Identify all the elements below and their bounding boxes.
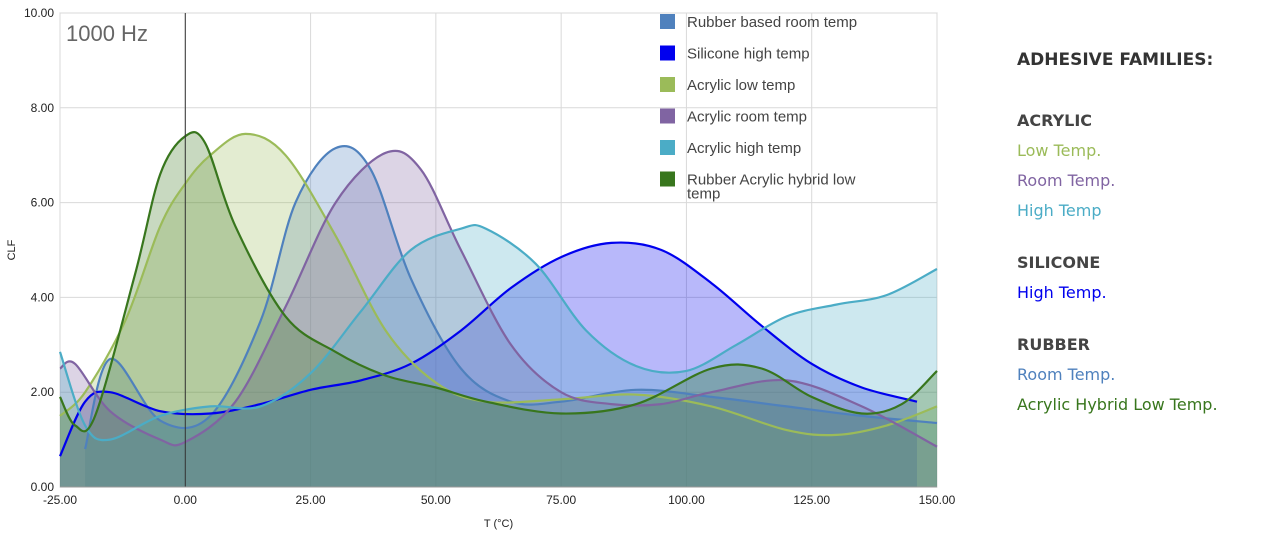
chart-legend: Rubber based room temp Silicone high temp… — [660, 14, 857, 203]
x-tick-label: 0.00 — [174, 493, 198, 507]
series-line-acrylic-high-temp — [58, 224, 938, 442]
chart-tick-labels: -25.00 0.00 25.00 50.00 75.00 100.00 125.00 150… — [24, 6, 956, 507]
y-tick-label: 4.00 — [31, 290, 55, 304]
legend-swatch — [660, 77, 675, 92]
series-area-rubber-based-room-temp — [85, 146, 938, 487]
family-item: High Temp. — [1017, 283, 1107, 302]
x-tick-label: 25.00 — [296, 493, 326, 507]
series-line-silicone-high-temp — [59, 241, 918, 457]
legend-swatch — [660, 45, 675, 61]
chart-axes — [60, 13, 937, 488]
legend-swatch — [660, 140, 675, 155]
legend-label: Acrylic room temp — [687, 109, 807, 126]
x-tick-label: 75.00 — [546, 493, 576, 507]
family-item: Low Temp. — [1017, 141, 1102, 160]
family-item: Acrylic Hybrid Low Temp. — [1017, 395, 1218, 414]
legend-swatch — [660, 108, 675, 124]
series-line-acrylic-low-temp — [59, 132, 938, 437]
legend-label: Silicone high temp — [687, 46, 810, 63]
clf-chart: -25.00 0.00 25.00 50.00 75.00 100.00 125.00 150… — [6, 6, 956, 530]
series-line-acrylic-room-temp — [59, 149, 938, 448]
legend-label: Acrylic high temp — [687, 140, 801, 157]
series-area-acrylic-high-temp — [60, 225, 937, 487]
series-line-rubber-based-room-temp — [84, 144, 938, 450]
series-area-acrylic-room-temp — [60, 150, 937, 487]
y-tick-label: 8.00 — [31, 101, 55, 115]
x-tick-label: 100.00 — [668, 493, 705, 507]
x-tick-label: 150.00 — [919, 493, 956, 507]
family-title: ACRYLIC — [1017, 111, 1093, 130]
y-tick-label: 0.00 — [31, 480, 55, 494]
series-area-silicone-high-temp — [60, 242, 917, 487]
x-tick-label: 50.00 — [421, 493, 451, 507]
legend-swatch — [660, 14, 675, 29]
family-item: Room Temp. — [1017, 171, 1116, 190]
family-item: High Temp — [1017, 201, 1102, 220]
x-tick-label: -25.00 — [43, 493, 77, 507]
y-tick-label: 6.00 — [31, 196, 55, 210]
legend-label: Acrylic low temp — [687, 77, 795, 94]
x-tick-label: 125.00 — [793, 493, 830, 507]
legend-swatch — [660, 171, 675, 187]
legend-label: Rubber based room temp — [687, 14, 857, 31]
x-axis-title: T (°C) — [484, 518, 513, 530]
y-tick-label: 2.00 — [31, 385, 55, 399]
family-group-rubber: RUBBER Room Temp. Acrylic Hybrid Low Tem… — [1017, 330, 1267, 420]
panel-heading: ADHESIVE FAMILIES: — [1017, 50, 1214, 70]
chart-lines — [58, 131, 938, 457]
y-tick-label: 10.00 — [24, 6, 54, 20]
adhesive-families-panel: ADHESIVE FAMILIES: ACRYLIC Low Temp. Roo… — [1017, 50, 1267, 442]
frequency-annotation: 1000 Hz — [66, 21, 148, 46]
family-item: Room Temp. — [1017, 365, 1116, 384]
legend-label: Rubber Acrylic hybrid low temp — [687, 172, 856, 203]
family-title: RUBBER — [1017, 335, 1090, 354]
family-group-acrylic: ACRYLIC Low Temp. Room Temp. High Temp — [1017, 106, 1267, 226]
series-line-rubber-acrylic-hybrid-low-temp — [59, 131, 938, 433]
family-group-silicone: SILICONE High Temp. — [1017, 248, 1267, 308]
y-axis-title: CLF — [6, 239, 18, 260]
family-title: SILICONE — [1017, 253, 1101, 272]
